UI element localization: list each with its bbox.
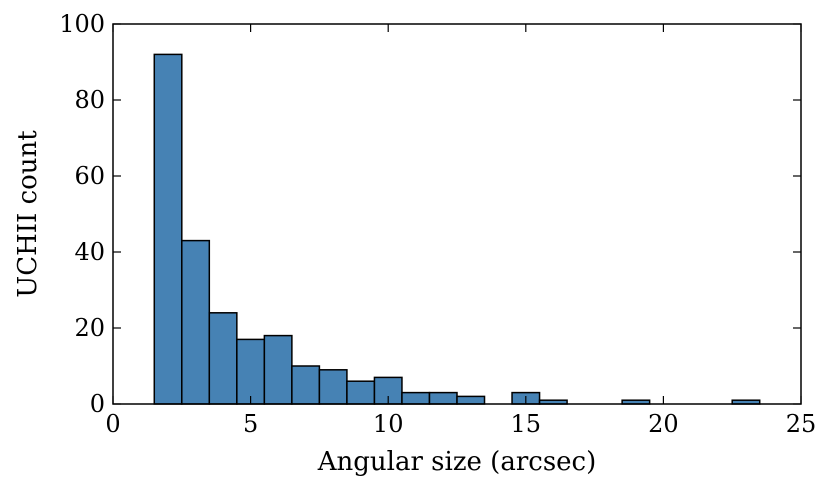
histogram-bar <box>428 391 458 405</box>
histogram-bar <box>181 239 211 405</box>
y-tick-label: 60 <box>74 162 105 190</box>
histogram-bar <box>153 53 183 405</box>
y-tick-label: 80 <box>74 86 105 114</box>
histogram-bar <box>318 369 348 405</box>
plot-frame <box>112 23 802 405</box>
ticks-group: 0 5 10 15 20 25 0 20 40 60 80 100 <box>59 10 816 438</box>
histogram-bar <box>346 380 376 405</box>
y-tick-label: 20 <box>74 314 105 342</box>
y-tick-label: 100 <box>59 10 105 38</box>
histogram-bar <box>263 334 293 405</box>
x-tick-label: 20 <box>648 410 679 438</box>
x-tick-label: 10 <box>373 410 404 438</box>
x-tick-label: 15 <box>511 410 542 438</box>
y-tick-label: 0 <box>90 390 105 418</box>
histogram-bar <box>291 365 321 405</box>
histogram-bar <box>456 395 486 405</box>
histogram-bar <box>236 338 266 405</box>
x-tick-label: 5 <box>243 410 258 438</box>
x-axis-label: Angular size (arcsec) <box>317 447 597 477</box>
histogram-bar <box>401 391 431 405</box>
y-tick-label: 40 <box>74 238 105 266</box>
y-axis-label: UCHII count <box>13 130 43 298</box>
histogram-bar <box>208 312 238 405</box>
x-tick-label: 0 <box>105 410 120 438</box>
x-tick-label: 25 <box>786 410 817 438</box>
bars-group <box>153 53 761 405</box>
